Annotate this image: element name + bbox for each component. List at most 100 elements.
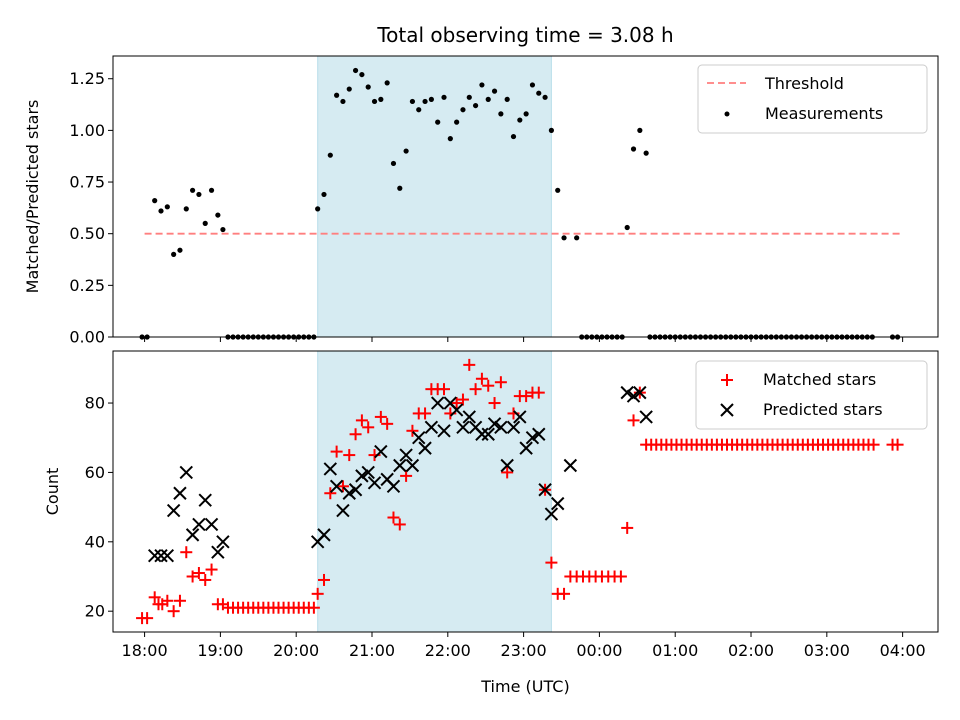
predicted-stars-point xyxy=(374,444,388,459)
matched-stars-point xyxy=(192,567,205,580)
predicted-stars-point xyxy=(475,427,489,441)
matched-stars-point xyxy=(891,438,904,451)
measurement-point xyxy=(183,206,189,212)
measurement-point xyxy=(177,247,183,253)
predicted-stars-point xyxy=(563,458,578,473)
predicted-stars-point xyxy=(551,496,565,511)
matched-stars-point xyxy=(317,573,330,586)
predicted-stars-point xyxy=(386,479,401,494)
y-tick-label: 1.25 xyxy=(69,69,105,88)
matched-stars-point xyxy=(381,417,394,430)
predicted-stars-point xyxy=(639,410,653,424)
measurement-point xyxy=(510,133,517,140)
measurement-point xyxy=(454,119,460,125)
measurement-point xyxy=(196,191,202,198)
legend-predicted-swatch xyxy=(720,403,734,417)
predicted-stars-point xyxy=(418,441,432,455)
matched-stars-point xyxy=(482,379,495,392)
legend-measurements-swatch xyxy=(724,111,730,117)
predicted-stars-point xyxy=(462,410,476,424)
matched-stars-point xyxy=(186,570,199,583)
panel-count-y-label: Count xyxy=(43,468,62,516)
measurement-point xyxy=(359,71,365,78)
matched-stars-point xyxy=(463,358,476,371)
predicted-stars-point xyxy=(192,517,206,532)
measurement-point xyxy=(397,185,403,191)
y-tick-label: 1.00 xyxy=(69,121,105,140)
predicted-stars-point xyxy=(329,479,344,494)
y-tick-label: 60 xyxy=(85,463,105,482)
predicted-stars-point xyxy=(342,486,356,500)
measurement-point xyxy=(466,94,472,100)
x-tick-label: 00:00 xyxy=(576,641,622,660)
measurement-point xyxy=(485,96,491,102)
y-tick-label: 40 xyxy=(85,532,105,551)
matched-stars-point xyxy=(614,570,627,583)
matched-stars-point xyxy=(488,397,501,410)
measurement-point xyxy=(208,187,215,193)
measurement-point xyxy=(517,117,523,123)
matched-stars-point xyxy=(621,521,634,534)
panel-count: 20 40 60 80 18:00 19:00 20:00 21:00 22:00 23:00 0… xyxy=(43,350,939,696)
measurement-point xyxy=(479,82,485,88)
measurement-point xyxy=(447,136,453,142)
predicted-stars-point xyxy=(405,458,420,473)
measurement-point xyxy=(327,152,333,158)
measurement-point xyxy=(189,187,196,193)
predicted-stars-point xyxy=(633,385,647,400)
measurement-point xyxy=(637,127,643,133)
measurement-point xyxy=(390,160,397,167)
measurement-point xyxy=(365,84,371,90)
measurement-point xyxy=(164,204,170,210)
matched-stars-point xyxy=(362,421,375,434)
predicted-stars-point xyxy=(500,458,514,473)
predicted-stars-point xyxy=(506,420,521,435)
y-tick-label: 0.75 xyxy=(69,173,105,192)
measurement-point xyxy=(472,102,479,109)
legend-threshold-label: Threshold xyxy=(764,74,844,93)
matched-stars-point xyxy=(349,428,362,441)
legend-predicted-label: Predicted stars xyxy=(763,400,883,419)
panel-count-y-axis: 20 40 60 80 xyxy=(85,394,113,621)
measurement-point xyxy=(346,86,352,92)
y-tick-label: 0.00 xyxy=(69,328,105,347)
measurement-point xyxy=(498,111,504,117)
predicted-stars-point xyxy=(399,448,413,462)
predicted-stars-point xyxy=(211,545,225,559)
predicted-stars-point xyxy=(620,385,634,400)
matched-stars-point xyxy=(307,601,320,614)
measurement-point xyxy=(215,212,221,218)
matched-stars-point xyxy=(494,376,507,389)
measurement-point xyxy=(504,96,510,102)
matched-stars-point xyxy=(520,390,533,403)
matched-stars-point xyxy=(205,563,218,576)
measurement-point xyxy=(220,226,226,233)
measurement-point xyxy=(352,67,359,74)
measurement-point xyxy=(403,148,409,154)
predicted-stars-point xyxy=(173,486,187,500)
measurement-point xyxy=(384,80,390,86)
matched-stars-point xyxy=(355,414,368,427)
predicted-stars-point xyxy=(361,465,375,480)
matched-stars-point xyxy=(393,518,406,531)
predicted-stars-point xyxy=(481,427,495,441)
measurement-point xyxy=(555,187,561,193)
measurement-point xyxy=(371,98,378,105)
measurement-point xyxy=(624,224,630,231)
panel-ratio-y-axis: 0.00 0.25 0.50 0.75 1.00 1.25 xyxy=(69,69,113,347)
measurement-point xyxy=(422,98,428,105)
predicted-stars-point xyxy=(437,424,451,438)
predicted-stars-point xyxy=(348,483,363,497)
matched-stars-point xyxy=(311,587,324,600)
measurement-point xyxy=(630,146,637,152)
x-tick-label: 21:00 xyxy=(349,641,395,660)
predicted-stars-point xyxy=(204,517,219,532)
x-tick-label: 20:00 xyxy=(273,641,319,660)
x-tick-label: 01:00 xyxy=(652,641,698,660)
measurement-point xyxy=(529,82,536,88)
matched-stars-point xyxy=(501,466,514,479)
matched-stars-point xyxy=(545,556,558,569)
predicted-stars-point xyxy=(532,427,546,441)
matched-stars-point xyxy=(180,546,193,559)
